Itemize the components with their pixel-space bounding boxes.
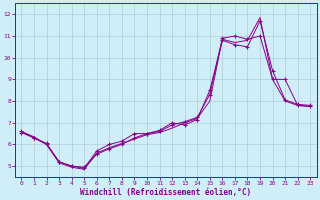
X-axis label: Windchill (Refroidissement éolien,°C): Windchill (Refroidissement éolien,°C) <box>80 188 252 197</box>
